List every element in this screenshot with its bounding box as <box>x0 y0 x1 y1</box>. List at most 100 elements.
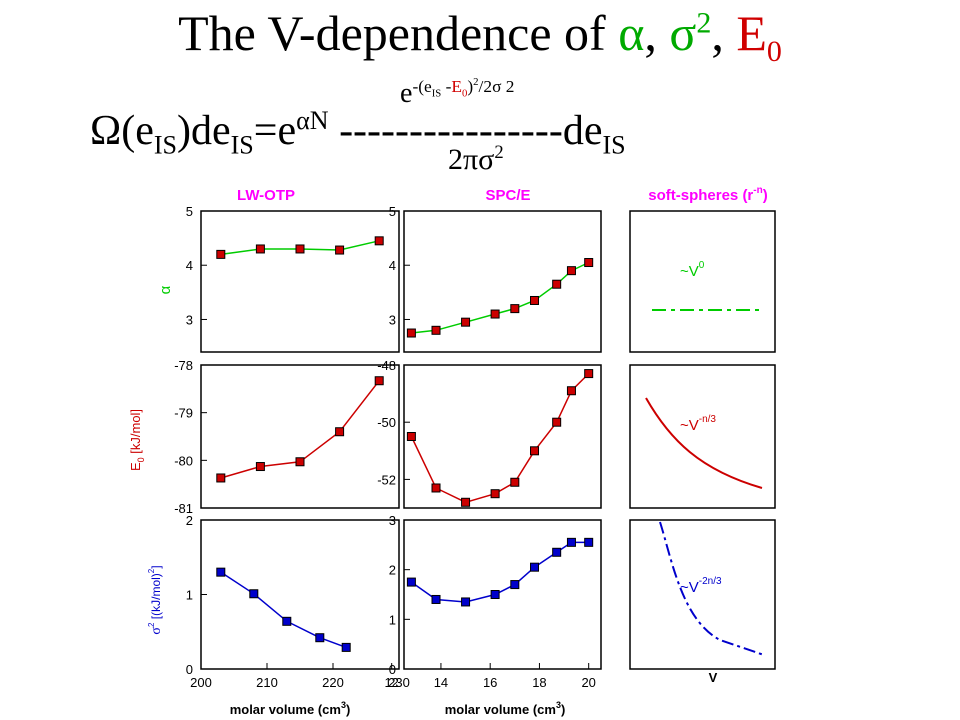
data-point <box>530 295 540 305</box>
column-title-soft: soft-spheres (r-n) <box>648 185 767 204</box>
ytick-label: -48 <box>377 358 396 373</box>
series-line-1 <box>411 261 590 334</box>
data-point <box>295 244 305 254</box>
num-E: E <box>451 76 463 96</box>
row-label-E-unit: [kJ/mol] <box>128 409 143 454</box>
row-label-E: E <box>128 462 143 471</box>
den-sq: 2 <box>494 142 504 163</box>
ytick-label: 5 <box>186 204 193 219</box>
xlabel-spce-sup: 3 <box>556 700 561 710</box>
num-sigma-sq: 2 <box>501 76 515 96</box>
formula-main-line: Ω(eIS)deIS=eαN ----------------deIS <box>90 106 626 160</box>
ytick-label: 4 <box>389 258 396 273</box>
formula-numerator: e-(eIS -E0)2/2σ 2 <box>400 76 514 110</box>
num-div: /2 <box>478 76 493 96</box>
panel-frame-1 <box>403 210 602 353</box>
data-point <box>335 427 345 437</box>
data-point <box>216 567 226 577</box>
series-line-4 <box>220 571 347 649</box>
ytick-label: 1 <box>186 588 193 603</box>
num-sup-open: -(e <box>412 76 432 96</box>
xtick-label: 18 <box>532 675 546 690</box>
title-sep-2: , <box>711 5 737 61</box>
row-label-sigma-unit: [(kJ/mol) <box>149 573 163 619</box>
xtick-label: 16 <box>483 675 497 690</box>
data-point <box>566 537 576 547</box>
num-exponent: -(eIS -E0)2/2σ 2 <box>412 76 515 100</box>
ytick-label: 2 <box>389 563 396 578</box>
data-point <box>335 245 345 255</box>
series-line-5 <box>410 541 589 603</box>
data-point <box>406 432 416 441</box>
data-point <box>255 244 265 254</box>
slide-title: The V-dependence of α, σ2, E0 <box>0 4 960 69</box>
rhs-sub: IS <box>602 130 626 160</box>
soft-sigma-curve <box>659 521 765 656</box>
ytick-label: 4 <box>186 258 193 273</box>
lhs-omega: Ω(e <box>90 108 154 154</box>
data-point <box>552 279 562 289</box>
ytick-label: 3 <box>186 312 193 327</box>
lhs-exp: αN <box>296 106 329 135</box>
xlabel-lwotp-close: ) <box>346 702 350 717</box>
soft-energy-curve <box>645 397 763 489</box>
ytick-label: -81 <box>174 501 193 516</box>
panel-frame-5 <box>629 364 776 509</box>
title-sigma: σ <box>669 5 697 61</box>
data-point <box>374 236 384 246</box>
data-point <box>461 597 471 607</box>
lhs-eq: =e <box>253 108 297 154</box>
title-E: E <box>736 5 767 61</box>
data-point <box>315 633 325 643</box>
fraction-bar: ----------------de <box>328 108 603 154</box>
data-point <box>431 594 441 604</box>
xtick-label: 20 <box>581 675 595 690</box>
data-point <box>510 477 520 487</box>
xlabel-soft: V <box>709 670 718 685</box>
lhs-sub-1: IS <box>153 130 177 160</box>
column-title-spce: SPC/E <box>485 187 530 204</box>
soft-annot-sigma-text: ~V <box>680 579 699 596</box>
data-point <box>341 642 351 652</box>
data-point <box>510 580 520 590</box>
title-alpha: α <box>618 5 645 61</box>
data-point <box>490 590 500 599</box>
panel-frame-2 <box>629 210 776 353</box>
ytick-label: 3 <box>389 312 396 327</box>
soft-annot-alpha-sup: 0 <box>699 260 705 271</box>
title-E-sub: 0 <box>766 35 782 68</box>
data-point <box>406 577 416 587</box>
soft-annot-energy-text: ~V <box>680 417 699 434</box>
data-point <box>584 369 594 379</box>
ytick-label: -79 <box>174 406 193 421</box>
soft-annot-sigma-sup: -2n/3 <box>699 576 722 587</box>
data-point <box>282 616 292 626</box>
series-line-3 <box>410 373 590 504</box>
row-label-sigma-unit-sq: 2 <box>147 568 156 573</box>
xlabel-lwotp: molar volume (cm3) <box>230 700 351 717</box>
data-point <box>584 537 594 547</box>
row-label-E-sub: 0 <box>136 457 146 462</box>
xtick-label: 210 <box>256 675 278 690</box>
data-point <box>490 309 500 319</box>
panel-frame-6 <box>200 519 400 670</box>
lhs-de: )de <box>177 108 231 154</box>
data-point <box>461 497 471 507</box>
soft-annot-alpha: ~V0 <box>680 260 705 280</box>
ytick-label: 2 <box>186 513 193 528</box>
num-e: e <box>400 78 413 110</box>
data-point <box>295 457 305 467</box>
data-point <box>530 562 540 572</box>
data-point <box>490 489 500 499</box>
xlabel-spce-text: molar volume (cm <box>445 702 556 717</box>
xtick-label: 14 <box>434 675 448 690</box>
data-point <box>552 417 562 427</box>
panel-frame-4 <box>403 364 602 509</box>
ytick-label: -80 <box>174 453 193 468</box>
column-title-lwotp: LW-OTP <box>237 187 295 204</box>
row-label-sigma-sq: 2 <box>147 622 156 627</box>
num-exp: 2 <box>473 76 479 88</box>
row-label-sigma-sym: σ <box>149 627 164 635</box>
num-E-sub: 0 <box>462 87 468 100</box>
